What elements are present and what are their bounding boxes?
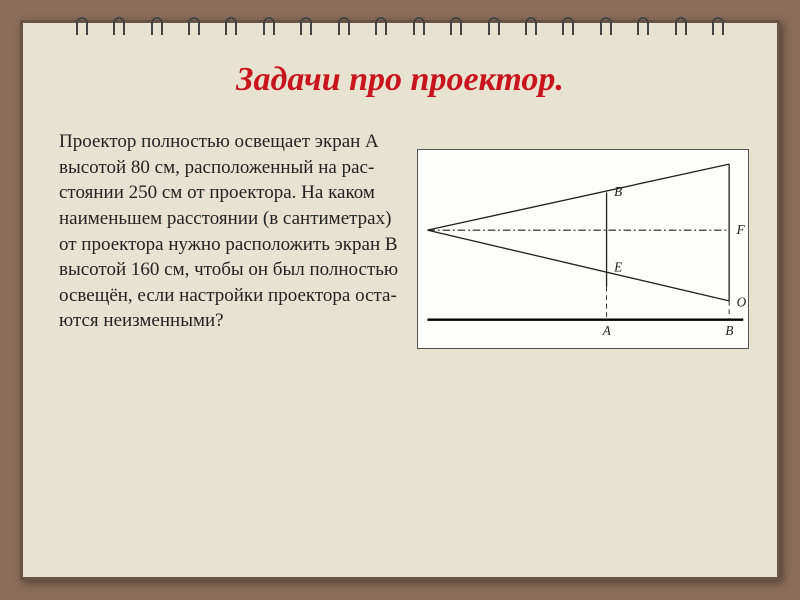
spiral-ring [637,17,649,35]
svg-text:O: O [737,295,747,310]
spiral-ring [76,17,88,35]
diagram-svg: BEAFOB [418,150,748,348]
slide-frame: Задачи про проектор. Про­ек­тор пол­но­с… [20,20,780,580]
svg-text:B: B [614,184,622,199]
svg-text:E: E [613,260,622,275]
spiral-ring [225,17,237,35]
title-block: Задачи про проектор. [51,61,749,99]
spiral-ring [113,17,125,35]
spiral-ring [300,17,312,35]
spiral-ring [375,17,387,35]
spiral-ring [413,17,425,35]
spiral-ring [712,17,724,35]
svg-text:A: A [602,323,612,338]
content-row: Про­ек­тор пол­но­стью осве­ща­ет экран … [51,129,749,349]
spiral-ring [450,17,462,35]
spiral-ring [263,17,275,35]
spiral-binding [63,17,737,37]
spiral-ring [338,17,350,35]
slide-title: Задачи про проектор. [51,61,749,99]
spiral-ring [600,17,612,35]
svg-text:B: B [725,323,733,338]
svg-text:F: F [736,222,746,237]
spiral-ring [675,17,687,35]
spiral-ring [525,17,537,35]
problem-text: Про­ек­тор пол­но­стью осве­ща­ет экран … [59,129,399,334]
projector-diagram: BEAFOB [417,149,749,349]
spiral-ring [151,17,163,35]
spiral-ring [188,17,200,35]
spiral-ring [488,17,500,35]
spiral-ring [562,17,574,35]
